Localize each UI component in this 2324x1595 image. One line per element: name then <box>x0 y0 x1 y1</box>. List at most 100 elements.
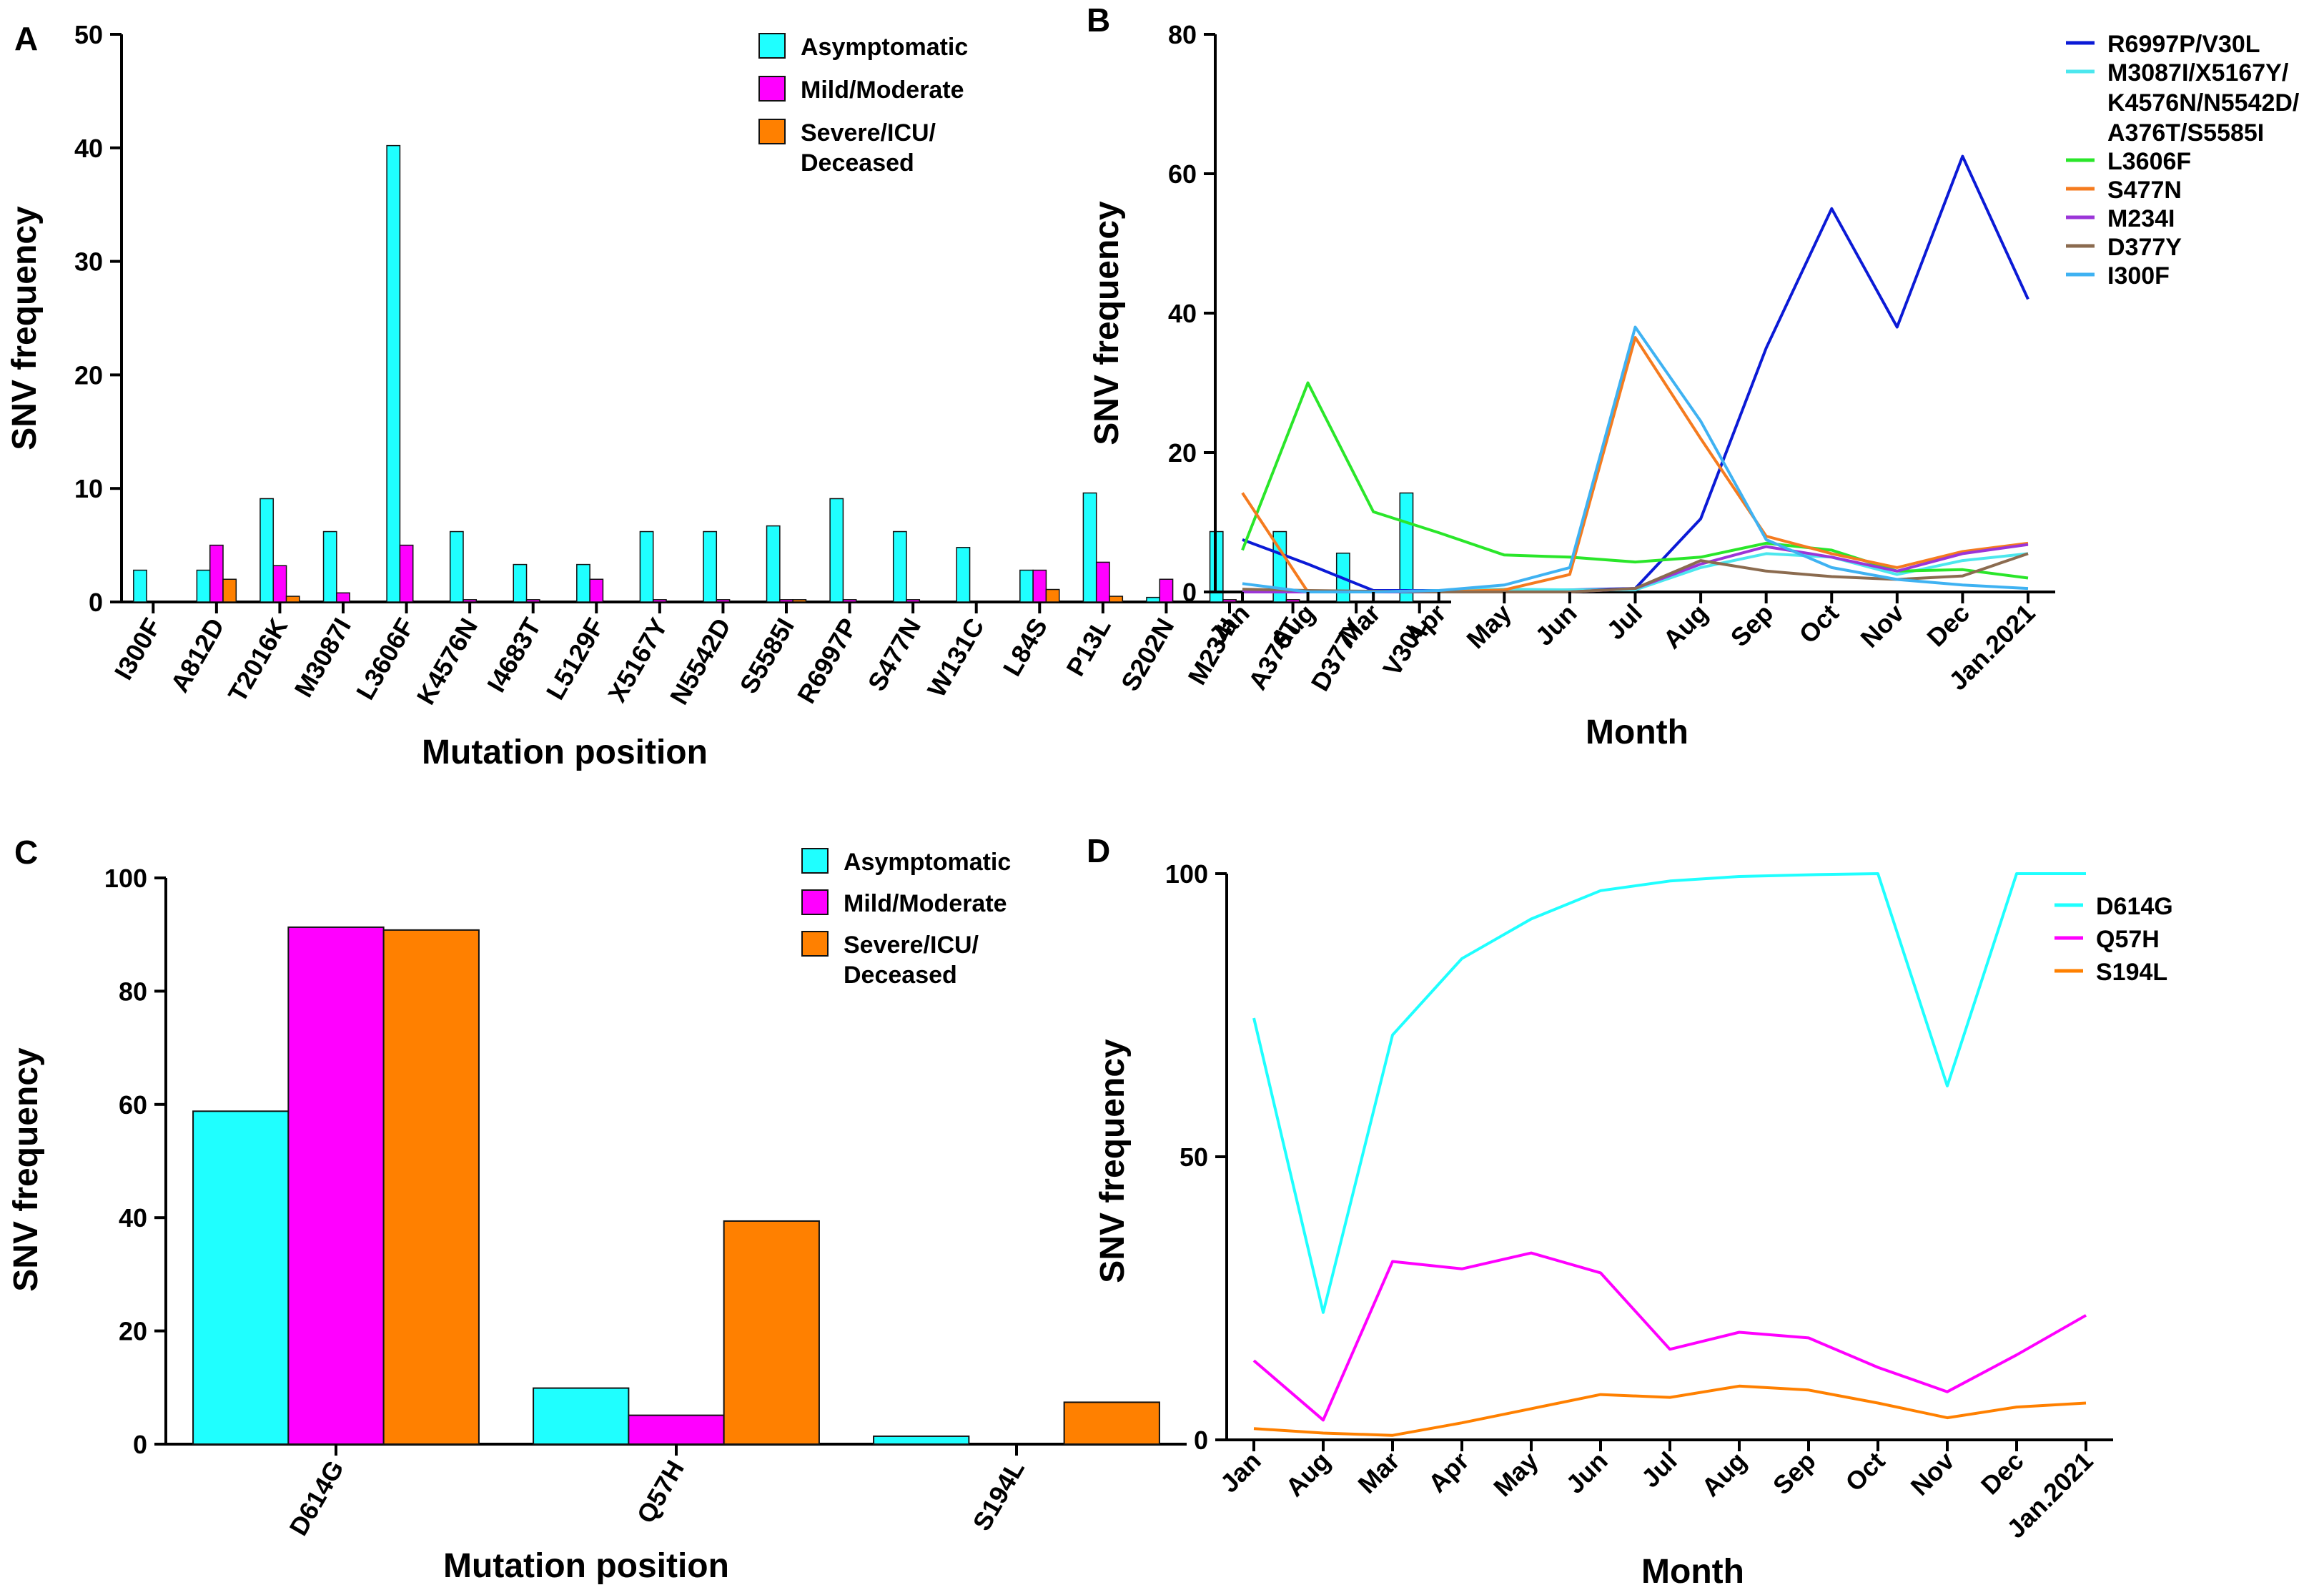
y-tick-label: 20 <box>74 360 103 390</box>
y-axis-title: SNV frequency <box>1094 1039 1132 1283</box>
x-axis-title: Month <box>1641 1553 1744 1591</box>
series-line-d614g <box>1252 872 2086 1314</box>
legend-label: Asymptomatic <box>844 849 1011 876</box>
legend-label: S194L <box>2096 959 2167 986</box>
x-tick-label: L5129F <box>540 613 610 705</box>
series-line-s194l <box>1253 1384 2087 1437</box>
legend-swatch-asymptomatic <box>758 33 786 59</box>
y-tick-label: 40 <box>74 134 103 163</box>
bar-asymptomatic-i4683t <box>513 563 528 603</box>
x-tick-label: N5542D <box>664 613 737 710</box>
y-tick-label: 80 <box>1168 20 1197 49</box>
x-tick-label: Q57H <box>631 1456 690 1529</box>
panel-c: C 0 20 40 60 80 100 D614G Q57H S194L Mutation posi… <box>7 834 1187 1585</box>
x-tick-label: Jul <box>1601 598 1648 646</box>
bar-mild-moderate-l5129f <box>589 578 604 603</box>
y-tick-label: 100 <box>104 864 147 893</box>
bar-mild-moderate-l3606f <box>399 544 414 603</box>
bar-mild-moderate-n5542d <box>716 599 731 603</box>
x-tick-label: P13L <box>1060 613 1117 681</box>
series-line-i300f <box>1242 325 2029 593</box>
x-tick-label: Jan <box>1215 1446 1267 1498</box>
bar-mild-moderate-t2016k <box>272 565 287 603</box>
x-tick-label: I4683T <box>481 613 547 697</box>
series-line-s477n <box>1241 336 2029 593</box>
y-tick-label: 80 <box>119 977 147 1006</box>
bar-asymptomatic-s5585i <box>766 525 781 603</box>
x-axis-title: Month <box>1586 713 1688 751</box>
y-axis-title: SNV frequency <box>1088 201 1126 445</box>
panel-letter: D <box>1087 832 1110 869</box>
legend: Asymptomatic Mild/Moderate Severe/ICU/Dece… <box>758 33 968 177</box>
x-tick-label: A812D <box>164 613 230 698</box>
bar-severe-icu-deceased-d614g <box>382 929 480 1445</box>
y-axis-title: SNV frequency <box>6 206 44 450</box>
bar-mild-moderate-p13l <box>1095 561 1110 603</box>
legend-label: I300F <box>2107 262 2170 290</box>
bar-severe-icu-deceased-t2016k <box>285 596 300 603</box>
legend-label: D614G <box>2096 893 2173 920</box>
legend-swatch-severe-icu-deceased <box>801 931 829 957</box>
legend-label: M234I <box>2107 205 2175 232</box>
x-tick-label: M3087I <box>288 613 357 702</box>
legend-swatch-severe-icu-deceased <box>758 119 786 144</box>
x-tick-label: Mar <box>1352 1446 1405 1499</box>
bar-asymptomatic-l3606f <box>386 144 401 603</box>
bar-asymptomatic-a376t <box>1272 530 1287 603</box>
panel-letter: C <box>14 834 38 871</box>
bar-asymptomatic-l5129f <box>576 563 590 603</box>
y-tick-label: 0 <box>89 588 103 617</box>
bar-mild-moderate-i4683t <box>525 599 540 603</box>
y-tick-label: 0 <box>133 1430 147 1459</box>
y-tick-label: 0 <box>1182 578 1197 607</box>
x-tick-label: S194L <box>966 1456 1030 1536</box>
x-tick-label: Dec <box>1921 598 1975 653</box>
y-tick-label: 60 <box>1168 159 1197 189</box>
y-tick-label: 20 <box>119 1317 147 1346</box>
legend-label: D377Y <box>2107 234 2182 261</box>
x-tick-label: L3606F <box>350 613 420 705</box>
bar-asymptomatic-i300f <box>133 569 147 603</box>
legend: D614G Q57H S194L <box>2054 893 2173 986</box>
series-line-r6997p-v30l <box>1242 154 2029 592</box>
y-tick-label: 40 <box>119 1203 147 1233</box>
bar-mild-moderate-k4576n <box>463 599 478 603</box>
x-tick-label: May <box>1488 1446 1544 1503</box>
x-tick-label: X5167Y <box>602 613 673 707</box>
bar-mild-moderate-a812d <box>209 544 224 603</box>
x-tick-label: Sep <box>1725 598 1779 653</box>
bar-severe-icu-deceased-s5585i <box>792 599 807 603</box>
x-tick-label: Sep <box>1767 1446 1821 1501</box>
x-tick-label: T2016K <box>222 613 294 707</box>
legend-label: Mild/Moderate <box>801 76 964 104</box>
bar-asymptomatic-r6997p <box>829 498 844 603</box>
x-tick-label: Dec <box>1975 1446 2029 1501</box>
x-tick-label: Oct <box>1793 598 1844 649</box>
bar-asymptomatic-a812d <box>196 569 211 603</box>
x-tick-label: Nov <box>1854 598 1909 653</box>
panel-letter: B <box>1087 1 1110 39</box>
x-tick-label: Jun <box>1529 598 1582 651</box>
bar-mild-moderate-m3087i <box>336 592 350 603</box>
x-tick-label: K4576N <box>411 613 484 710</box>
legend: R6997P/V30LM3087I/X5167Y/K4576N/N5542D/A… <box>2066 31 2300 290</box>
x-tick-label: S477N <box>862 613 927 696</box>
x-tick-label: Apr <box>1423 1446 1475 1498</box>
legend-swatch-mild-moderate <box>758 76 786 102</box>
x-tick-label: W131C <box>921 613 990 702</box>
bar-mild-moderate-r6997p <box>842 599 857 603</box>
y-tick-label: 20 <box>1168 438 1197 468</box>
bar-asymptomatic-q57h <box>533 1387 630 1446</box>
bar-asymptomatic-t2016k <box>259 498 275 603</box>
bar-severe-icu-deceased-q57h <box>723 1220 820 1446</box>
bar-mild-moderate-l84s <box>1032 569 1047 603</box>
bar-asymptomatic-l84s <box>1019 569 1034 603</box>
legend-swatch-mild-moderate <box>801 889 829 915</box>
series-line-l3606f <box>1241 381 2029 580</box>
legend-swatch-asymptomatic <box>801 848 829 874</box>
bar-asymptomatic-w131c <box>956 547 971 603</box>
bar-asymptomatic-d614g <box>192 1110 290 1445</box>
bar-mild-moderate-x5167y <box>652 599 667 603</box>
